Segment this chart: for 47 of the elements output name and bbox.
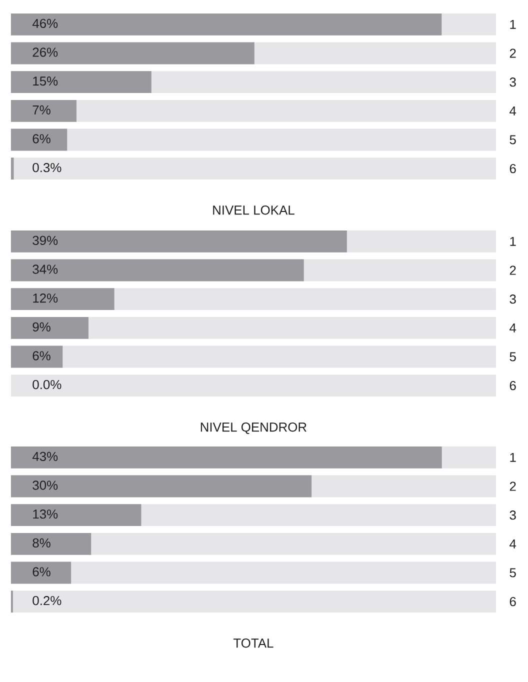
data-label: 6% — [32, 567, 50, 576]
bar — [10, 128, 68, 151]
y-tick-label: 1 — [510, 20, 516, 29]
data-label: 30% — [32, 480, 58, 490]
y-tick-label: 4 — [510, 539, 516, 548]
bar — [10, 346, 63, 368]
bar — [10, 562, 72, 584]
y-tick-label: 2 — [510, 482, 516, 491]
x-axis-title: TOTAL — [234, 638, 274, 648]
y-tick-label: 4 — [510, 323, 516, 332]
data-label: 6% — [32, 351, 50, 360]
y-tick-label: 3 — [510, 78, 516, 87]
y-tick-label: 5 — [510, 135, 516, 144]
bar — [10, 288, 114, 310]
data-label: 0.0% — [32, 380, 62, 390]
y-tick-label: 5 — [510, 352, 516, 362]
data-label: 13% — [33, 510, 58, 519]
data-label: 12% — [33, 294, 58, 303]
y-tick-label: 3 — [510, 510, 516, 520]
y-tick-label: 4 — [510, 106, 516, 116]
data-label: 8% — [32, 538, 50, 548]
y-tick-label: 1 — [510, 236, 516, 246]
bar — [10, 316, 89, 339]
y-tick-label: 6 — [510, 597, 516, 606]
data-label: 15% — [33, 76, 58, 86]
bar — [10, 532, 92, 555]
y-tick-label: 6 — [510, 381, 516, 390]
y-tick-label: 2 — [510, 266, 516, 275]
data-label: 9% — [32, 322, 50, 332]
data-label: 34% — [32, 264, 58, 274]
bar — [10, 158, 14, 180]
data-label: 6% — [32, 134, 50, 144]
data-label: 39% — [32, 236, 58, 246]
x-axis-title: NIVEL LOKAL — [213, 206, 294, 215]
data-label: 0.3% — [32, 163, 62, 172]
data-label: 46% — [32, 18, 58, 28]
y-tick-label: 1 — [510, 452, 516, 462]
y-tick-label: 6 — [510, 164, 516, 174]
data-label: 0.2% — [32, 596, 62, 606]
data-label: 7% — [32, 105, 50, 114]
data-label: 26% — [32, 48, 58, 57]
y-tick-label: 3 — [510, 294, 516, 304]
data-label: 43% — [32, 452, 58, 462]
x-axis-title: NIVEL QENDROR — [200, 422, 306, 434]
y-tick-label: 2 — [510, 48, 516, 58]
bar — [10, 100, 77, 122]
y-tick-label: 5 — [510, 568, 516, 578]
